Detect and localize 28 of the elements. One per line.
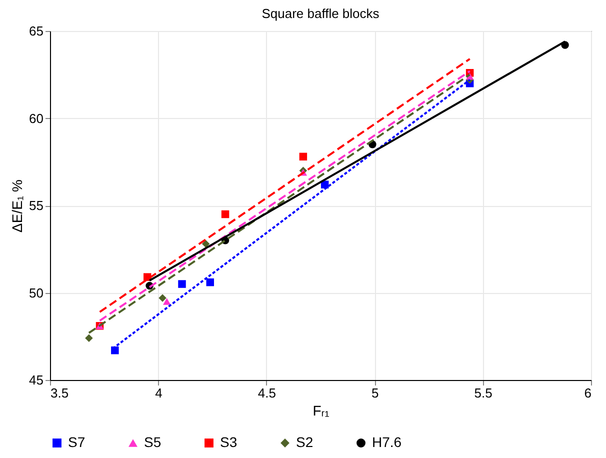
legend-label: S2 — [296, 434, 314, 450]
legend-label: S7 — [68, 434, 86, 450]
y-tick-label: 65 — [29, 24, 44, 38]
legend-label: H7.6 — [372, 434, 402, 450]
y-axis-title: ΔE/E₁ % — [9, 180, 26, 232]
x-axis-title: Fᵣ₁ — [312, 402, 330, 418]
y-tick-label: 50 — [29, 285, 44, 300]
x-tick-label: 3.5 — [50, 386, 69, 400]
point — [85, 334, 93, 342]
x-tick-label: 4.5 — [258, 386, 276, 400]
point — [178, 280, 186, 288]
y-tick-label: 55 — [29, 198, 44, 213]
x-tick-label: 4 — [155, 386, 162, 400]
point — [202, 240, 210, 248]
y-tick-label: 60 — [29, 110, 44, 126]
y-tick-label: 45 — [29, 372, 44, 388]
point — [206, 278, 214, 286]
legend-label: S3 — [220, 434, 238, 450]
chart-title: Square baffle blocks — [262, 6, 380, 21]
point — [221, 210, 230, 218]
point — [158, 294, 166, 302]
point — [162, 298, 171, 305]
point — [299, 152, 308, 161]
legend-label: S5 — [144, 434, 162, 450]
x-tick-label: 5.5 — [474, 386, 492, 400]
x-tick-label: 6 — [584, 386, 592, 400]
x-tick-label: 5 — [371, 386, 379, 400]
point — [111, 346, 119, 354]
